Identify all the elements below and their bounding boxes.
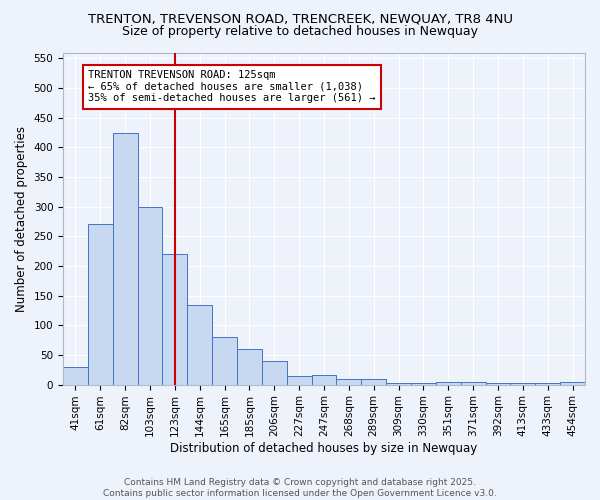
- Bar: [386, 383, 411, 384]
- Bar: [361, 378, 386, 384]
- Text: Contains HM Land Registry data © Crown copyright and database right 2025.
Contai: Contains HM Land Registry data © Crown c…: [103, 478, 497, 498]
- Bar: [311, 374, 337, 384]
- Bar: [287, 376, 311, 384]
- Y-axis label: Number of detached properties: Number of detached properties: [15, 126, 28, 312]
- Bar: [535, 383, 560, 384]
- Bar: [560, 382, 585, 384]
- Bar: [88, 224, 113, 384]
- Bar: [163, 254, 187, 384]
- Bar: [436, 382, 461, 384]
- Bar: [511, 383, 535, 384]
- Bar: [461, 382, 485, 384]
- Bar: [187, 304, 212, 384]
- X-axis label: Distribution of detached houses by size in Newquay: Distribution of detached houses by size …: [170, 442, 478, 455]
- Bar: [337, 378, 361, 384]
- Bar: [63, 367, 88, 384]
- Bar: [262, 361, 287, 384]
- Bar: [411, 383, 436, 384]
- Bar: [485, 383, 511, 384]
- Text: Size of property relative to detached houses in Newquay: Size of property relative to detached ho…: [122, 25, 478, 38]
- Bar: [113, 132, 137, 384]
- Text: TRENTON TREVENSON ROAD: 125sqm
← 65% of detached houses are smaller (1,038)
35% : TRENTON TREVENSON ROAD: 125sqm ← 65% of …: [88, 70, 376, 104]
- Text: TRENTON, TREVENSON ROAD, TRENCREEK, NEWQUAY, TR8 4NU: TRENTON, TREVENSON ROAD, TRENCREEK, NEWQ…: [88, 12, 512, 26]
- Bar: [212, 337, 237, 384]
- Bar: [137, 206, 163, 384]
- Bar: [237, 349, 262, 384]
